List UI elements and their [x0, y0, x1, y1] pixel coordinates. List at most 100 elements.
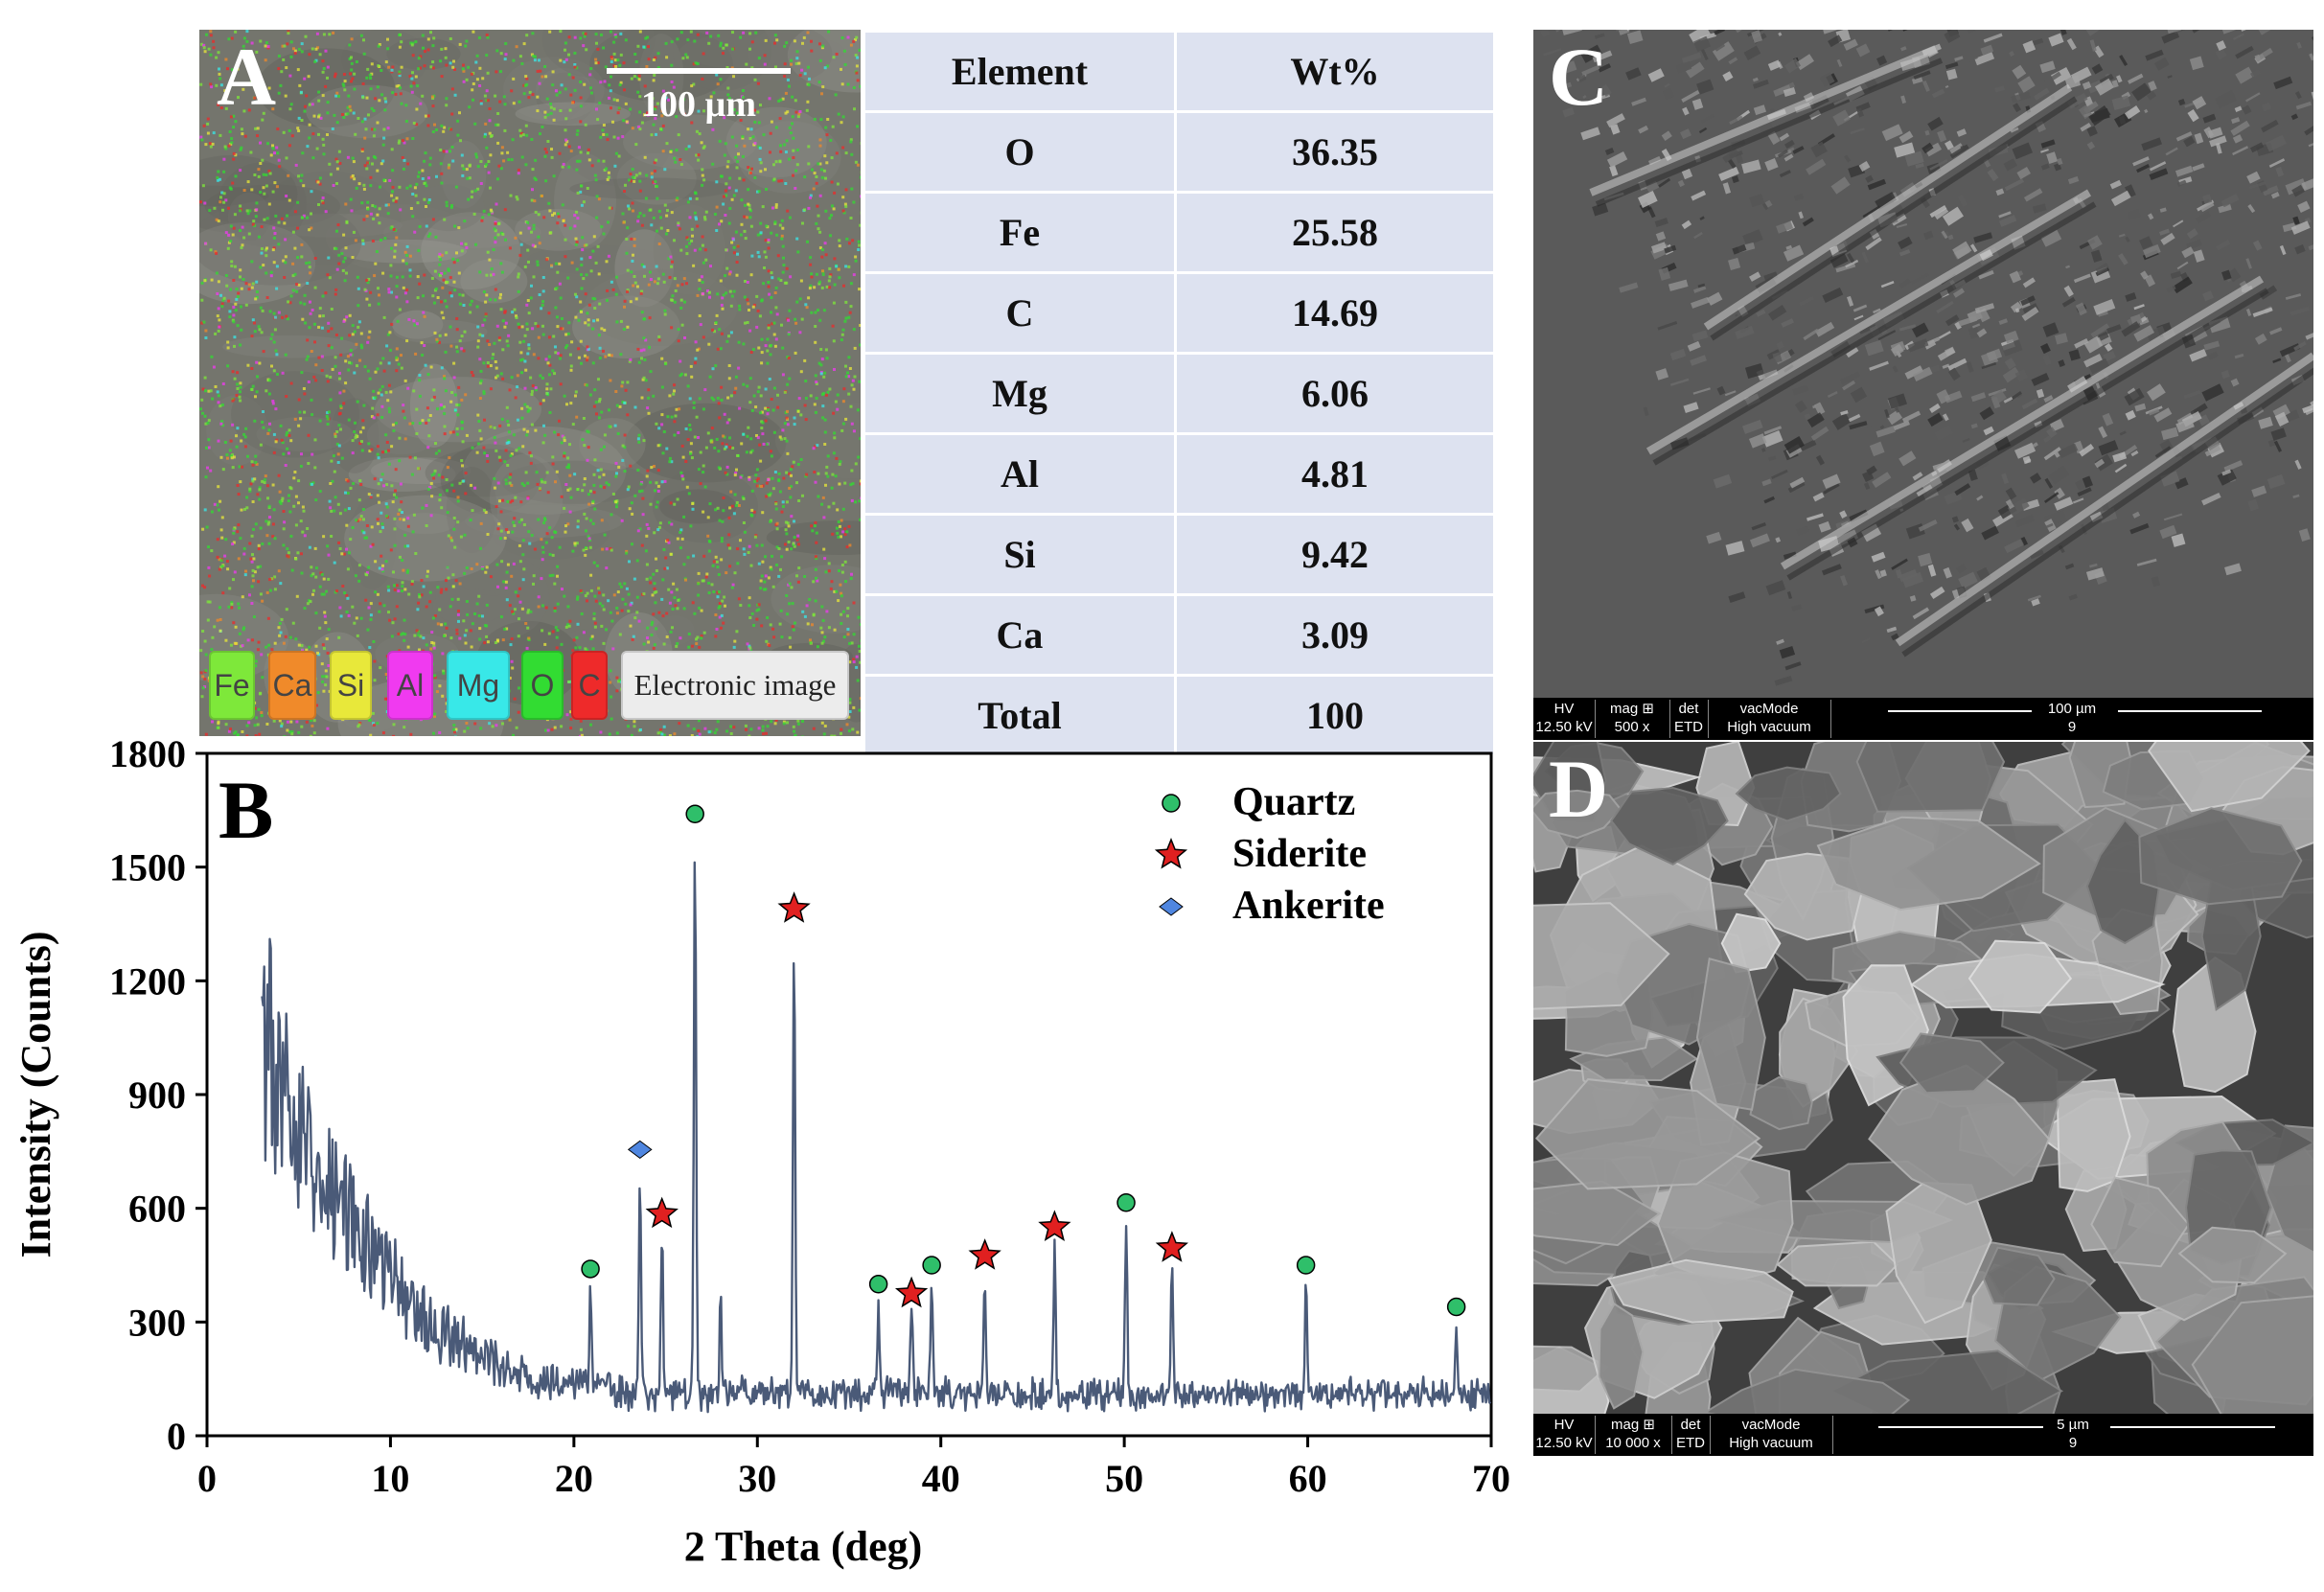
phase-marker-ankerite: [627, 1140, 653, 1159]
table-row: Si 9.42: [863, 513, 1496, 596]
info-header: vacMode: [1741, 1417, 1801, 1433]
x-tick-label: 30: [738, 1457, 776, 1500]
map-grain: [218, 162, 308, 247]
clay-particle: [2056, 1078, 2131, 1192]
sem-ridge-shadow: [1710, 96, 2078, 341]
x-tick-label: 60: [1289, 1457, 1327, 1500]
table-cell-element: Al: [863, 432, 1177, 516]
sem-ridge-shadow: [1901, 367, 2313, 658]
clay-particle: [1533, 1345, 1609, 1393]
table-row: O 36.35: [863, 110, 1496, 194]
map-grain: [199, 199, 362, 286]
map-grain: [348, 457, 456, 492]
clay-particle: [1982, 1246, 2056, 1306]
map-grain: [737, 121, 841, 194]
sem-ridge: [1589, 45, 1938, 196]
table-header-element: Element: [863, 30, 1177, 113]
clay-particle: [1776, 1240, 1899, 1287]
legend-marker-siderite: [1154, 837, 1188, 869]
info-value: 500 x: [1614, 719, 1650, 735]
map-grain: [199, 154, 298, 233]
map-grain: [616, 152, 697, 205]
phase-marker-siderite: [1155, 1231, 1189, 1262]
sem-texture-d: [1533, 742, 2313, 1456]
table-cell-wt: 4.81: [1174, 432, 1496, 516]
map-grain: [206, 395, 268, 466]
table-cell-element: Si: [863, 513, 1177, 596]
sem-texture-c: [1533, 30, 2313, 740]
sem-ridge-shadow: [1786, 288, 2269, 581]
map-grain: [256, 171, 402, 266]
info-header: mag ⊞: [1610, 701, 1654, 717]
table-row: Total 100: [863, 674, 1496, 757]
table-cell-element: Ca: [863, 593, 1177, 677]
map-grain: [395, 513, 456, 535]
table-cell-element: Total: [863, 674, 1177, 757]
clay-particle: [1898, 1032, 2005, 1095]
map-grain: [325, 204, 474, 272]
clay-particle: [1598, 1302, 1645, 1410]
clay-particle: [1533, 789, 1622, 840]
map-grain: [501, 460, 648, 504]
clay-particle: [2138, 807, 2303, 906]
sem-ridge: [1645, 189, 2092, 455]
scale-bar-line: [1888, 710, 2032, 712]
map-grain: [230, 371, 359, 458]
map-grain: [787, 30, 861, 93]
y-tick-label: 1800: [109, 738, 186, 775]
clay-particle: [1967, 939, 2073, 1014]
table-cell-element: Fe: [863, 191, 1177, 274]
scale-bar-label: 100 µm: [640, 84, 757, 125]
element-chip-o: O: [521, 651, 564, 720]
legend-marker-quartz: [1162, 794, 1181, 813]
panel-letter-c: C: [1549, 31, 1609, 123]
legend-label-siderite: Siderite: [1232, 832, 1367, 876]
info-value: 12.50 kV: [1535, 719, 1593, 735]
map-grain: [432, 588, 507, 624]
legend-label-ankerite: Ankerite: [1232, 884, 1385, 928]
info-header: HV: [1553, 1417, 1575, 1433]
map-grain: [589, 30, 733, 103]
table-row: Mg 6.06: [863, 352, 1496, 435]
x-tick-label: 50: [1105, 1457, 1143, 1500]
info-header: det: [1680, 1417, 1701, 1433]
phase-marker-siderite: [645, 1196, 679, 1229]
map-grain: [330, 398, 380, 473]
sem-image-d: D HV 12.50 kV mag ⊞ 10 000 x det ETD vacMod…: [1533, 742, 2313, 1456]
sem-ridge: [1780, 275, 2265, 570]
map-grain: [614, 229, 675, 308]
map-grain: [584, 268, 738, 346]
xrd-chart: 0 300 600 900 1200 1500 1800 0 10 20 30 40 50 60 70 2 T…: [12, 738, 1510, 1570]
element-chip-c: C: [571, 651, 608, 720]
sem-ridge: [1703, 83, 2073, 331]
info-value: 10 000 x: [1605, 1435, 1661, 1451]
element-chip-ca: Ca: [268, 651, 316, 720]
map-grain: [527, 244, 663, 274]
table-row: C 14.69: [863, 271, 1496, 355]
panel-letter-d: D: [1549, 743, 1609, 835]
map-grain: [393, 319, 488, 344]
xrd-pattern-line: [261, 861, 1492, 1414]
map-grain: [562, 98, 672, 186]
table-cell-element: Mg: [863, 352, 1177, 435]
map-grain: [659, 489, 737, 524]
clay-particle: [2177, 1226, 2288, 1284]
map-grain: [306, 84, 428, 139]
element-chip-mg: Mg: [447, 651, 510, 720]
element-chip-al: Al: [387, 651, 433, 720]
phase-marker-siderite: [777, 891, 811, 923]
phase-marker-siderite: [968, 1238, 1001, 1270]
clay-particle: [1720, 912, 1782, 974]
sem-image-c: C HV 12.50 kV mag ⊞ 500 x det ETD vacMode Hi…: [1533, 30, 2313, 740]
scale-bar-label: 5 µm: [2057, 1417, 2089, 1433]
table-cell-wt: 100: [1174, 674, 1496, 757]
clay-particle: [2090, 1176, 2191, 1268]
table-cell-element: C: [863, 271, 1177, 355]
sem-ridge-shadow: [1595, 58, 1944, 207]
info-header: vacMode: [1739, 701, 1799, 717]
sem-info-bar-d: HV 12.50 kV mag ⊞ 10 000 x det ETD vacMode H…: [1533, 1414, 2313, 1456]
y-tick-label: 300: [128, 1301, 186, 1344]
table-header-wt: Wt%: [1174, 30, 1496, 113]
map-grain: [366, 415, 437, 455]
info-header: det: [1678, 701, 1699, 717]
